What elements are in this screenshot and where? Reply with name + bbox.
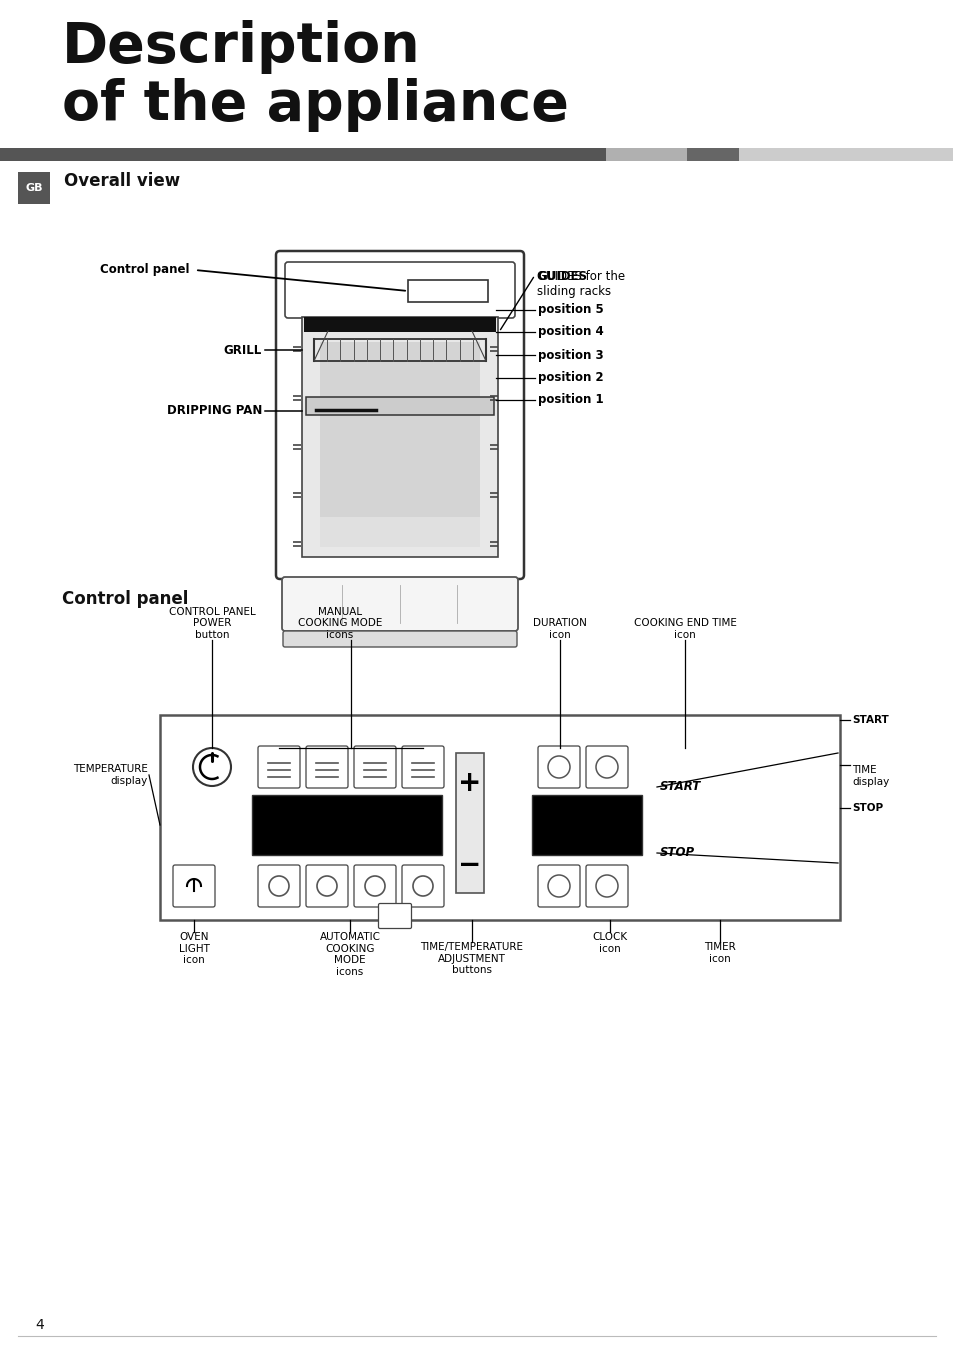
FancyBboxPatch shape [285, 262, 515, 317]
Bar [456, 753, 483, 893]
Bar [160, 715, 840, 920]
Text: position 5: position 5 [537, 304, 603, 316]
FancyBboxPatch shape [537, 865, 579, 907]
Text: CONTROL PANEL
POWER
button: CONTROL PANEL POWER button [169, 607, 255, 640]
FancyBboxPatch shape [537, 746, 579, 788]
Text: STOP: STOP [659, 847, 695, 859]
FancyBboxPatch shape [306, 865, 348, 907]
FancyBboxPatch shape [354, 865, 395, 907]
Text: position 1: position 1 [537, 393, 603, 407]
Bar [686, 149, 739, 161]
Text: 4: 4 [35, 1319, 44, 1332]
Bar [302, 317, 497, 557]
Bar [408, 280, 488, 303]
FancyBboxPatch shape [257, 746, 299, 788]
FancyBboxPatch shape [378, 904, 411, 928]
FancyBboxPatch shape [306, 746, 348, 788]
Text: MANUAL
COOKING MODE
icons: MANUAL COOKING MODE icons [297, 607, 382, 640]
Text: COOKING END TIME
icon: COOKING END TIME icon [633, 619, 736, 640]
Text: GUIDES: GUIDES [537, 270, 586, 282]
Text: START: START [851, 715, 888, 725]
Text: TIME/TEMPERATURE
ADJUSTMENT
buttons: TIME/TEMPERATURE ADJUSTMENT buttons [420, 942, 523, 975]
Text: Description: Description [62, 20, 420, 74]
Text: Control panel: Control panel [100, 263, 190, 277]
Bar [532, 794, 641, 855]
FancyBboxPatch shape [585, 746, 627, 788]
Text: Control panel: Control panel [62, 590, 188, 608]
Bar [605, 149, 686, 161]
Text: of the appliance: of the appliance [62, 78, 568, 132]
FancyBboxPatch shape [401, 865, 443, 907]
Bar [319, 342, 479, 547]
Text: TIMER
icon: TIMER icon [703, 942, 735, 963]
Bar [252, 794, 441, 855]
Bar [319, 517, 479, 547]
Text: Overall view: Overall view [64, 172, 180, 190]
Text: START: START [659, 781, 700, 793]
Text: GB: GB [25, 182, 43, 193]
Text: OVEN
LIGHT
icon: OVEN LIGHT icon [178, 932, 210, 965]
Text: DRIPPING PAN: DRIPPING PAN [167, 404, 262, 417]
Text: TIME
display: TIME display [851, 765, 888, 786]
Bar [739, 149, 953, 161]
FancyBboxPatch shape [257, 865, 299, 907]
Text: position 3: position 3 [537, 349, 603, 362]
Text: position 4: position 4 [537, 326, 603, 339]
Bar [18, 172, 50, 204]
FancyBboxPatch shape [275, 251, 523, 580]
Text: CLOCK
icon: CLOCK icon [592, 932, 627, 954]
FancyBboxPatch shape [172, 865, 214, 907]
Text: STOP: STOP [851, 802, 882, 813]
Text: TEMPERATURE
display: TEMPERATURE display [73, 765, 148, 786]
FancyBboxPatch shape [354, 746, 395, 788]
Text: DURATION
icon: DURATION icon [533, 619, 586, 640]
Bar [304, 317, 496, 332]
Text: GRILL: GRILL [224, 343, 262, 357]
Text: GUIDES for the
sliding racks: GUIDES for the sliding racks [537, 270, 624, 299]
Text: −: − [457, 851, 481, 880]
FancyBboxPatch shape [585, 865, 627, 907]
Bar [306, 397, 494, 415]
FancyBboxPatch shape [401, 746, 443, 788]
Bar [0, 149, 605, 161]
FancyBboxPatch shape [283, 631, 517, 647]
FancyBboxPatch shape [282, 577, 517, 631]
Text: position 2: position 2 [537, 372, 603, 385]
Circle shape [193, 748, 231, 786]
Text: AUTOMATIC
COOKING
MODE
icons: AUTOMATIC COOKING MODE icons [319, 932, 380, 977]
Text: +: + [457, 769, 481, 797]
